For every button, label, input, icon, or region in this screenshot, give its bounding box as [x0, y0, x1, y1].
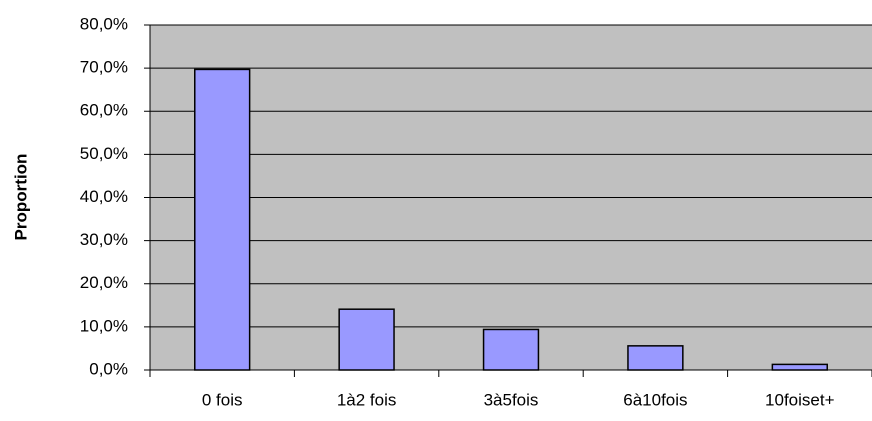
y-tick-label: 0,0% — [89, 359, 128, 378]
y-tick-label: 60,0% — [80, 101, 128, 120]
y-tick-label: 10,0% — [80, 316, 128, 335]
bar — [771, 363, 828, 371]
x-tick-label: 6à10fois — [623, 390, 687, 409]
y-tick-label: 20,0% — [80, 273, 128, 292]
y-tick-label: 50,0% — [80, 144, 128, 163]
bar — [627, 345, 684, 371]
bar — [194, 68, 251, 371]
bar — [482, 328, 540, 371]
x-tick-label: 1à2 fois — [337, 390, 397, 409]
y-axis-label: Proportion — [11, 154, 30, 241]
y-tick-label: 70,0% — [80, 58, 128, 77]
x-tick-label: 3à5fois — [484, 390, 539, 409]
y-tick-label: 80,0% — [80, 14, 128, 33]
bar — [338, 308, 395, 371]
x-tick-label: 10foiset+ — [765, 390, 835, 409]
y-tick-label: 40,0% — [80, 187, 128, 206]
y-tick-label: 30,0% — [80, 230, 128, 249]
x-tick-label: 0 fois — [202, 390, 243, 409]
